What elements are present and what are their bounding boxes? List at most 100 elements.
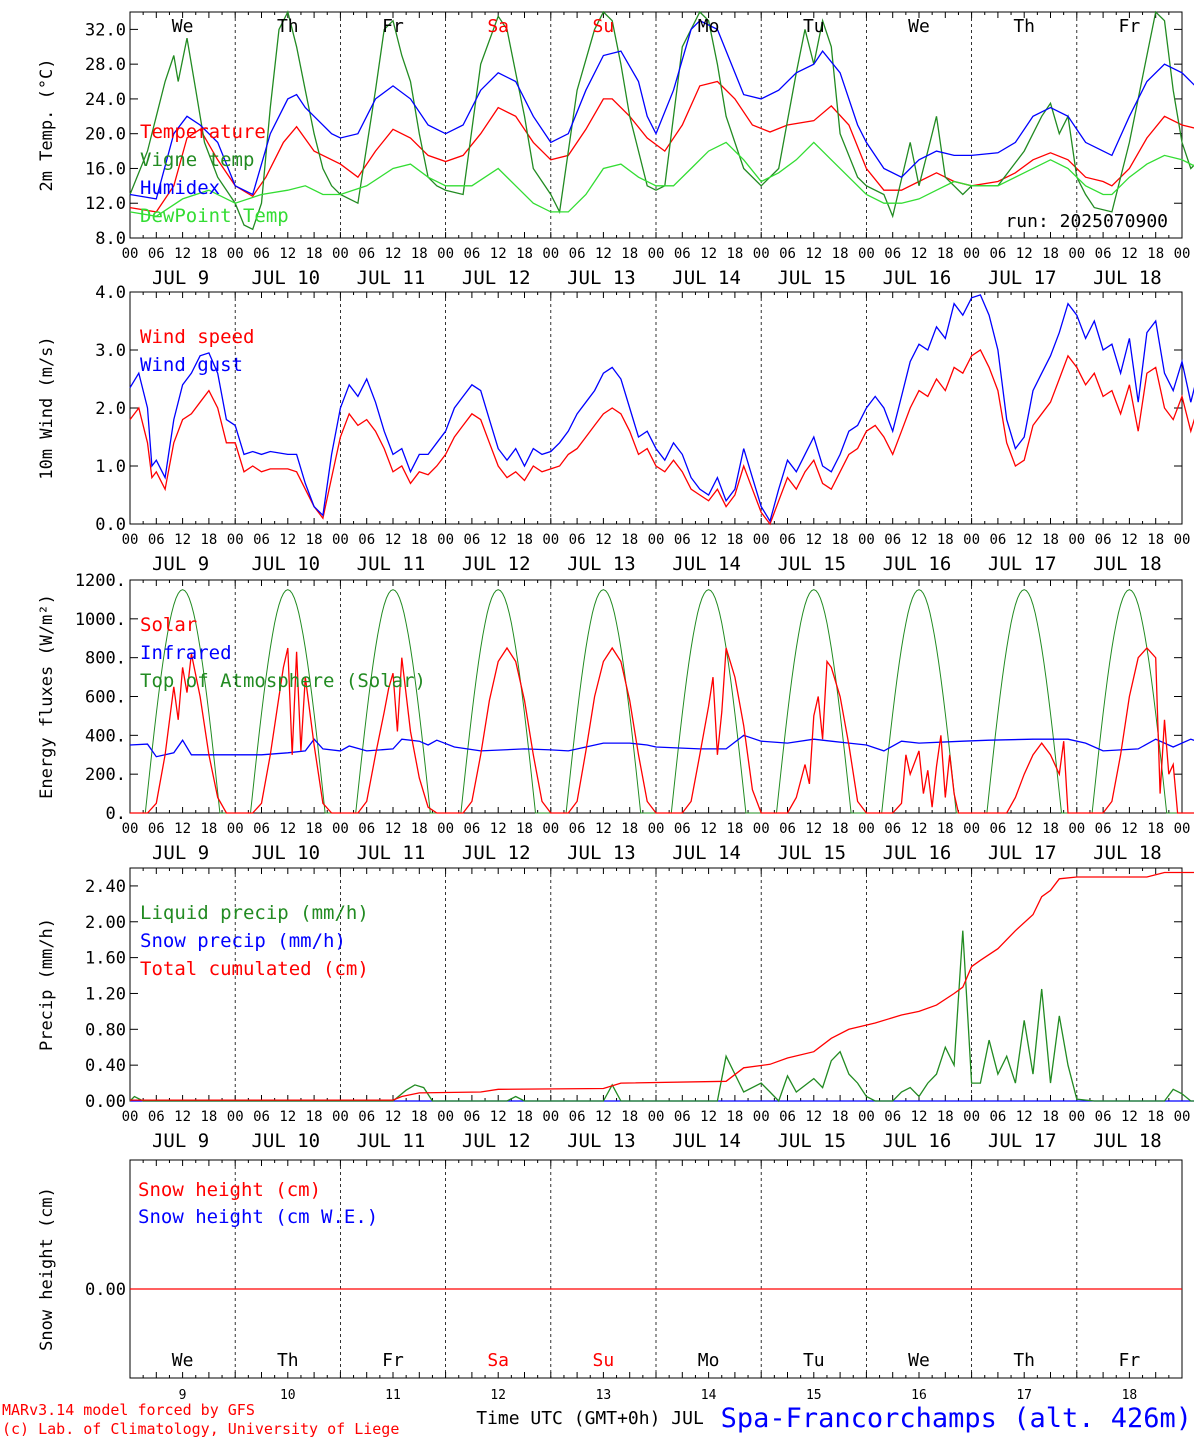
date-label: JUL 11 (357, 553, 426, 575)
hour-tick-label: 06 (884, 246, 901, 262)
hour-tick-label: 00 (542, 532, 559, 548)
hour-tick-label: 18 (937, 246, 954, 262)
hour-tick-label: 00 (122, 821, 139, 837)
legend-entry: Snow height (cm) (138, 1179, 321, 1201)
date-label: JUL 15 (777, 842, 846, 864)
hour-tick-label: 12 (700, 1109, 717, 1125)
y-tick-label: 4.0 (95, 283, 126, 303)
credit-line-1: MARv3.14 model forced by GFS (2, 1401, 255, 1419)
hour-tick-label: 18 (621, 821, 638, 837)
date-label: JUL 9 (152, 267, 209, 289)
hour-tick-label: 12 (595, 1109, 612, 1125)
hour-tick-label: 00 (648, 246, 665, 262)
hour-tick-label: 00 (332, 1109, 349, 1125)
date-label: JUL 14 (672, 842, 741, 864)
y-tick-label: 1000. (75, 610, 126, 630)
hour-tick-label: 12 (1121, 532, 1138, 548)
hour-tick-label: 00 (227, 532, 244, 548)
day-name: Fr (382, 16, 404, 37)
hour-tick-label: 18 (832, 821, 849, 837)
hour-tick-label: 00 (542, 1109, 559, 1125)
hour-tick-label: 18 (516, 246, 533, 262)
hour-tick-label: 00 (753, 246, 770, 262)
hour-tick-label: 12 (490, 1109, 507, 1125)
hour-tick-label: 18 (726, 821, 743, 837)
day-name: Sa (487, 1350, 509, 1371)
hour-tick-label: 06 (358, 532, 375, 548)
date-number: 15 (806, 1388, 822, 1403)
hour-tick-label: 00 (437, 246, 454, 262)
hour-tick-label: 12 (805, 532, 822, 548)
y-tick-label: 0.80 (85, 1020, 126, 1040)
date-label: JUL 14 (672, 1130, 741, 1152)
hour-tick-label: 18 (937, 821, 954, 837)
date-label: JUL 17 (988, 1130, 1057, 1152)
hour-tick-label: 18 (726, 1109, 743, 1125)
day-name: Su (593, 1350, 615, 1371)
hour-tick-label: 00 (332, 246, 349, 262)
day-name: Su (593, 16, 615, 37)
day-name: Fr (382, 1350, 404, 1371)
date-label: JUL 11 (357, 1130, 426, 1152)
hour-tick-label: 00 (963, 1109, 980, 1125)
hour-tick-label: 00 (122, 246, 139, 262)
hour-tick-label: 12 (385, 1109, 402, 1125)
hour-tick-label: 18 (411, 532, 428, 548)
day-name: Th (277, 1350, 299, 1371)
series-line-dewpoint-temp (130, 142, 1194, 216)
hour-tick-label: 00 (542, 821, 559, 837)
hour-tick-label: 12 (174, 532, 191, 548)
legend-entry: Wind gust (140, 354, 243, 376)
hour-tick-label: 12 (385, 532, 402, 548)
y-axis-label: 2m Temp. (°C) (37, 58, 57, 191)
hour-tick-label: 06 (358, 821, 375, 837)
hour-tick-label: 06 (148, 532, 165, 548)
date-label: JUL 18 (1093, 1130, 1162, 1152)
hour-tick-label: 06 (358, 246, 375, 262)
y-tick-label: 2.00 (85, 913, 126, 933)
date-label: JUL 16 (883, 267, 952, 289)
hour-tick-label: 00 (332, 821, 349, 837)
hour-tick-label: 18 (726, 246, 743, 262)
date-label: JUL 15 (777, 553, 846, 575)
hour-tick-label: 18 (1042, 532, 1059, 548)
hour-tick-label: 00 (1068, 246, 1085, 262)
date-label: JUL 16 (883, 1130, 952, 1152)
hour-tick-label: 06 (884, 532, 901, 548)
hour-tick-label: 06 (1095, 246, 1112, 262)
hour-tick-label: 06 (463, 532, 480, 548)
date-label: JUL 12 (462, 842, 531, 864)
day-name: We (908, 16, 930, 37)
hour-tick-label: 12 (595, 821, 612, 837)
hour-tick-label: 06 (1095, 821, 1112, 837)
hour-tick-label: 06 (674, 246, 691, 262)
hour-tick-label: 00 (227, 1109, 244, 1125)
date-label: JUL 13 (567, 267, 636, 289)
date-number: 14 (701, 1388, 717, 1403)
hour-tick-label: 06 (674, 532, 691, 548)
hour-tick-label: 00 (963, 246, 980, 262)
hour-tick-label: 06 (569, 821, 586, 837)
hour-tick-label: 18 (1147, 821, 1164, 837)
y-axis-label: Energy fluxes (W/m²) (37, 594, 57, 799)
hour-tick-label: 00 (1174, 1109, 1191, 1125)
hour-tick-label: 06 (358, 1109, 375, 1125)
legend-entry: Wind speed (140, 326, 254, 348)
date-label: JUL 9 (152, 842, 209, 864)
date-number: 11 (385, 1388, 401, 1403)
hour-tick-label: 00 (858, 1109, 875, 1125)
legend-entry: Solar (140, 614, 197, 636)
series-line-vigne-temp (130, 12, 1194, 229)
hour-tick-label: 12 (1016, 1109, 1033, 1125)
hour-tick-label: 00 (437, 821, 454, 837)
legend-entry: Humidex (140, 177, 220, 199)
date-label: JUL 15 (777, 1130, 846, 1152)
date-label: JUL 14 (672, 553, 741, 575)
hour-tick-label: 00 (1068, 821, 1085, 837)
date-label: JUL 9 (152, 553, 209, 575)
hour-tick-label: 00 (648, 821, 665, 837)
hour-tick-label: 18 (200, 532, 217, 548)
hour-tick-label: 06 (884, 1109, 901, 1125)
hour-tick-label: 18 (937, 1109, 954, 1125)
hour-tick-label: 18 (200, 821, 217, 837)
